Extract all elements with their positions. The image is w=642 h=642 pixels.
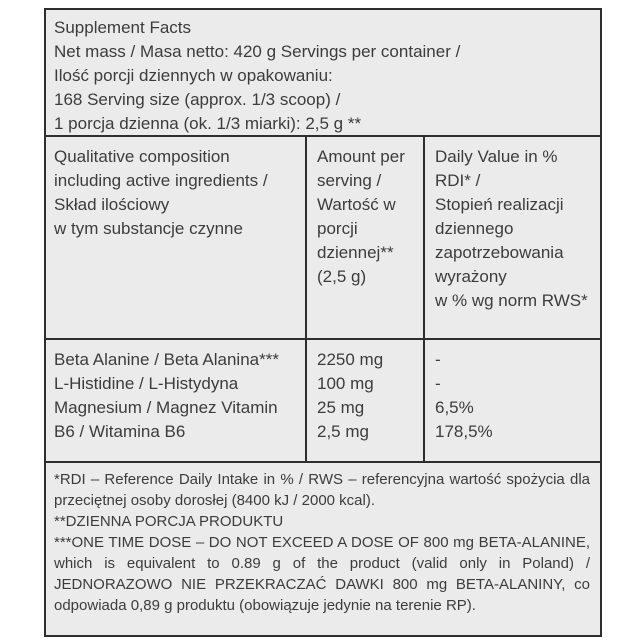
footnote-rdi: *RDI – Reference Daily Intake in % / RWS… <box>54 471 590 509</box>
table-header-row: Qualitative composition including active… <box>46 137 600 340</box>
column-header-daily-value: Daily Value in % RDI* / Stopień realizac… <box>435 147 588 310</box>
ingredient-names-cell: Beta Alanine / Beta Alanina*** L-Histidi… <box>54 350 279 441</box>
ingredient-amounts-cell: 2250 mg 100 mg 25 mg 2,5 mg <box>305 340 425 461</box>
footnotes-section: *RDI – Reference Daily Intake in % / RWS… <box>46 463 600 635</box>
table-row: Beta Alanine / Beta Alanina*** L-Histidi… <box>46 340 600 463</box>
supplement-facts-label: Supplement Facts Net mass / Masa netto: … <box>44 8 602 637</box>
footnote-one-time-dose: ***ONE TIME DOSE – DO NOT EXCEED A DOSE … <box>54 534 590 614</box>
label-header-section: Supplement Facts Net mass / Masa netto: … <box>46 10 600 137</box>
footnote-daily-portion: **DZIENNA PORCJA PRODUKTU <box>54 513 284 530</box>
column-header-amount-per-serving: Amount per serving / Wartość w porcji dz… <box>305 137 425 338</box>
ingredient-daily-values-cell: - - 6,5% 178,5% <box>435 350 493 441</box>
column-header-composition: Qualitative composition including active… <box>54 147 268 238</box>
